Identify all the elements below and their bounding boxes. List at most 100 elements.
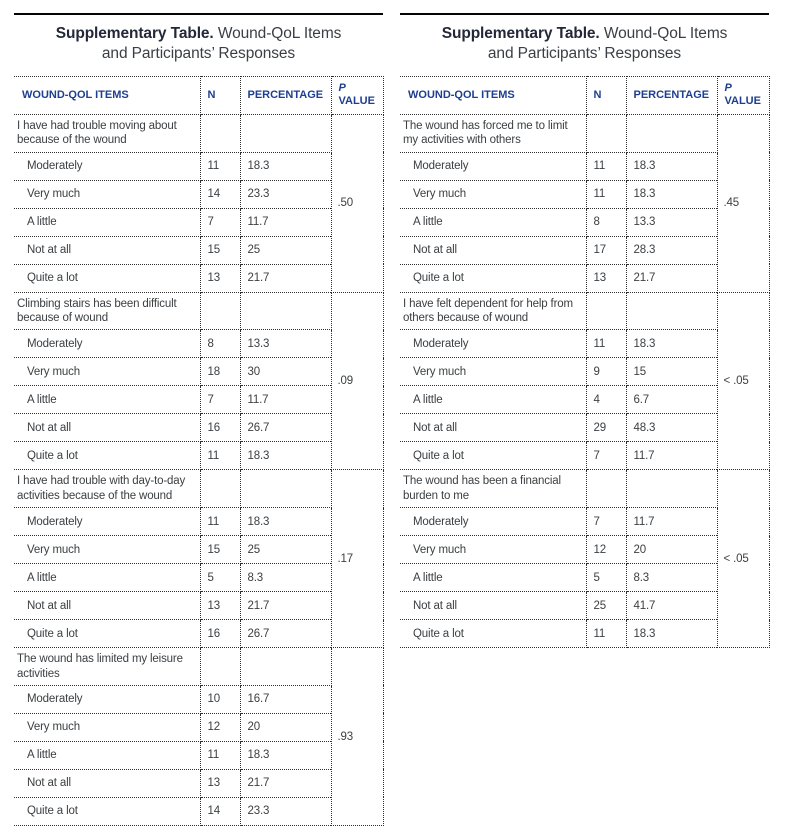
question-cell: I have had trouble moving about because … — [14, 113, 201, 153]
header-p-value: P VALUE — [716, 75, 770, 115]
percentage-cell: 18.3 — [239, 151, 332, 181]
empty-percentage-cell — [239, 291, 332, 331]
response-row: Very much 9 15 — [400, 357, 769, 387]
n-cell: 14 — [199, 179, 241, 209]
empty-n-cell — [199, 469, 241, 509]
header-p-symbol: P — [724, 82, 732, 95]
n-cell: 13 — [199, 768, 241, 798]
percentage-cell: 21.7 — [625, 263, 718, 293]
percentage-cell: 11.7 — [625, 441, 718, 471]
n-cell: 9 — [585, 357, 627, 387]
percentage-cell: 26.7 — [239, 413, 332, 443]
response-row: Very much 14 23.3 — [14, 179, 383, 209]
empty-n-cell — [585, 113, 627, 153]
response-row: A little 11 18.3 — [14, 740, 383, 770]
response-row: A little 4 6.7 — [400, 385, 769, 415]
p-value-cell: .50 — [330, 113, 384, 293]
percentage-cell: 18.3 — [625, 179, 718, 209]
response-row: Moderately 11 18.3 — [400, 151, 769, 181]
n-cell: 11 — [585, 151, 627, 181]
p-value-cell: .93 — [330, 647, 384, 826]
question-cell: Climbing stairs has been difficult becau… — [14, 291, 201, 331]
response-label-cell: Very much — [400, 179, 587, 209]
p-value-cell: .45 — [716, 113, 770, 293]
response-label-cell: Not at all — [400, 235, 587, 265]
response-label-cell: Not at all — [14, 235, 201, 265]
n-cell: 13 — [585, 263, 627, 293]
n-cell: 12 — [585, 535, 627, 565]
response-label-cell: A little — [400, 207, 587, 237]
table-title-line1: Supplementary Table. Wound-QoL Items — [56, 25, 342, 42]
response-row: Quite a lot 13 21.7 — [400, 263, 769, 293]
response-row: Moderately 8 13.3 — [14, 329, 383, 359]
response-label-cell: Not at all — [400, 591, 587, 621]
response-label-cell: A little — [400, 563, 587, 593]
percentage-cell: 8.3 — [239, 563, 332, 593]
empty-n-cell — [585, 291, 627, 331]
percentage-cell: 41.7 — [625, 591, 718, 621]
response-row: Moderately 10 16.7 — [14, 684, 383, 714]
response-row: A little 8 13.3 — [400, 207, 769, 237]
response-label-cell: Moderately — [14, 507, 201, 537]
n-cell: 16 — [199, 413, 241, 443]
response-row: Very much 15 25 — [14, 535, 383, 565]
percentage-cell: 18.3 — [239, 441, 332, 471]
percentage-cell: 15 — [625, 357, 718, 387]
response-label-cell: Not at all — [400, 413, 587, 443]
response-label-cell: A little — [14, 207, 201, 237]
n-cell: 11 — [585, 179, 627, 209]
percentage-cell: 48.3 — [625, 413, 718, 443]
response-label-cell: A little — [14, 563, 201, 593]
response-row: Quite a lot 11 18.3 — [14, 441, 383, 471]
response-label-cell: Quite a lot — [400, 619, 587, 649]
empty-percentage-cell — [239, 113, 332, 153]
response-row: Moderately 11 18.3 — [14, 507, 383, 537]
percentage-cell: 30 — [239, 357, 332, 387]
response-row: Quite a lot 14 23.3 — [14, 796, 383, 826]
question-row: Climbing stairs has been difficult becau… — [14, 291, 384, 471]
response-row: A little 7 11.7 — [14, 207, 383, 237]
header-wound-qol-items: WOUND-QOL ITEMS — [400, 75, 587, 115]
percentage-cell: 28.3 — [625, 235, 718, 265]
response-label-cell: A little — [14, 740, 201, 770]
response-row: Moderately 7 11.7 — [400, 507, 769, 537]
percentage-cell: 20 — [239, 712, 332, 742]
empty-percentage-cell — [625, 469, 718, 509]
percentage-cell: 25 — [239, 535, 332, 565]
n-cell: 8 — [585, 207, 627, 237]
table-title-label: Supplementary Table. — [55, 25, 214, 42]
response-label-cell: Very much — [400, 357, 587, 387]
question-row: The wound has limited my leisure activit… — [14, 647, 384, 826]
response-row: Not at all 13 21.7 — [14, 768, 383, 798]
p-value-cell: .17 — [330, 469, 384, 649]
header-p-word: VALUE — [338, 95, 375, 108]
n-cell: 11 — [199, 507, 241, 537]
n-cell: 7 — [585, 507, 627, 537]
n-cell: 13 — [199, 263, 241, 293]
percentage-cell: 13.3 — [239, 329, 332, 359]
n-cell: 29 — [585, 413, 627, 443]
response-row: A little 5 8.3 — [400, 563, 769, 593]
response-label-cell: Quite a lot — [14, 796, 201, 826]
question-row: The wound has forced me to limit my acti… — [400, 113, 770, 293]
empty-n-cell — [199, 647, 241, 686]
p-value-cell: < .05 — [716, 291, 770, 471]
empty-percentage-cell — [625, 291, 718, 331]
n-cell: 11 — [585, 619, 627, 649]
n-cell: 11 — [199, 441, 241, 471]
percentage-cell: 26.7 — [239, 619, 332, 649]
empty-n-cell — [585, 469, 627, 509]
table-title-line1: Supplementary Table. Wound-QoL Items — [442, 25, 728, 42]
n-cell: 14 — [199, 796, 241, 826]
percentage-cell: 23.3 — [239, 796, 332, 826]
p-value-cell: < .05 — [716, 469, 770, 649]
table-title: Supplementary Table. Wound-QoL Items and… — [14, 24, 383, 65]
percentage-cell: 6.7 — [625, 385, 718, 415]
table-header-row: WOUND-QOL ITEMS N PERCENTAGE P VALUE — [400, 75, 770, 115]
p-value-cell: .09 — [330, 291, 384, 471]
response-label-cell: A little — [14, 385, 201, 415]
question-cell: The wound has forced me to limit my acti… — [400, 113, 587, 153]
response-label-cell: Quite a lot — [14, 441, 201, 471]
percentage-cell: 21.7 — [239, 591, 332, 621]
